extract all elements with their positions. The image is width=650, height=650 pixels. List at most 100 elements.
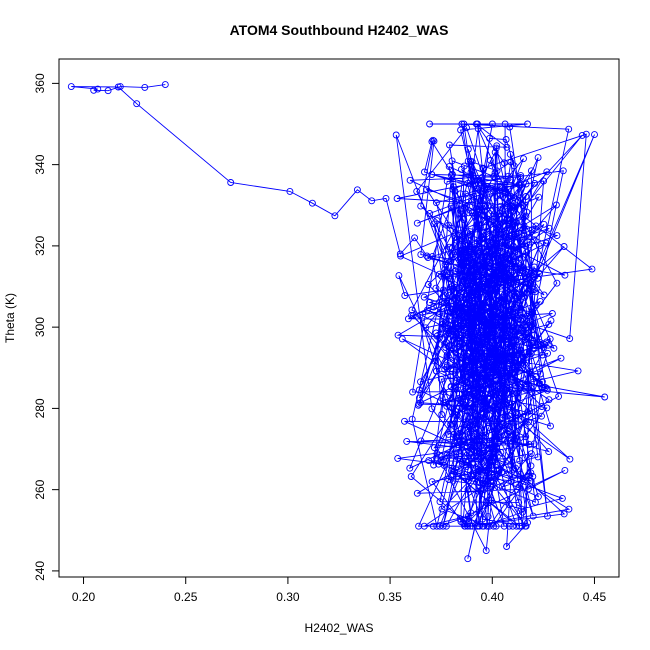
data-point [489, 447, 497, 455]
data-point [441, 261, 449, 268]
data-point [555, 392, 563, 400]
data-point [440, 462, 448, 469]
data-point [439, 320, 447, 328]
data-point [499, 455, 507, 463]
data-point [353, 186, 361, 194]
data-point [443, 177, 451, 185]
data-point [448, 306, 456, 313]
data-point [513, 522, 521, 530]
data-point [519, 314, 527, 322]
data-point [538, 412, 545, 420]
data-point [475, 221, 483, 229]
data-point [457, 210, 465, 218]
data-point [512, 382, 520, 389]
data-point [440, 388, 448, 396]
data-point [505, 522, 513, 530]
data-point [519, 352, 527, 360]
data-point [501, 120, 509, 128]
data-point [498, 215, 506, 223]
data-point [539, 351, 546, 359]
data-point [476, 479, 483, 487]
data-point [496, 313, 504, 321]
data-point [485, 322, 492, 330]
data-point [474, 125, 482, 133]
data-point [522, 433, 530, 441]
data-point [114, 83, 122, 91]
data-point [510, 162, 518, 170]
y-tick-label: 240 [33, 561, 47, 581]
data-point [527, 477, 535, 485]
data-point [513, 245, 521, 253]
data-point [480, 268, 488, 276]
data-point [464, 145, 472, 153]
data-point [513, 230, 521, 238]
data-point [493, 142, 501, 150]
x-tick-label: 0.25 [174, 590, 198, 604]
x-tick-label: 0.35 [378, 590, 402, 604]
y-axis-label: Theta (K) [3, 293, 17, 343]
data-point [527, 450, 535, 458]
data-point [444, 324, 452, 332]
data-point [463, 368, 471, 376]
data-point [443, 299, 451, 307]
data-point [445, 476, 453, 483]
data-point [428, 405, 436, 413]
data-point [546, 335, 554, 343]
data-point [457, 165, 465, 173]
data-point [472, 210, 480, 218]
data-point [507, 192, 514, 200]
data-point [443, 272, 450, 280]
data-point [488, 380, 496, 388]
data-point [467, 394, 475, 401]
data-point [436, 333, 444, 341]
data-point [525, 440, 533, 448]
data-point [484, 419, 492, 427]
data-point [473, 522, 481, 530]
data-point [464, 518, 472, 526]
data-point [448, 292, 456, 300]
data-point [457, 207, 465, 215]
data-point [463, 403, 471, 411]
data-point [478, 372, 486, 379]
data-point [566, 335, 574, 343]
data-point [453, 245, 461, 253]
data-point [459, 259, 467, 266]
data-point [533, 379, 541, 386]
data-point [482, 547, 490, 555]
data-point [469, 316, 476, 324]
data-point [520, 229, 528, 237]
data-point [560, 243, 568, 250]
data-point [445, 243, 453, 251]
data-point [502, 322, 510, 330]
data-point [479, 196, 487, 204]
data-point [417, 202, 425, 210]
data-point [591, 131, 598, 139]
data-point [483, 522, 491, 530]
data-point [133, 100, 141, 108]
data-point [498, 322, 506, 330]
data-point [417, 437, 425, 445]
data-point [423, 185, 430, 193]
data-point [526, 367, 534, 375]
data-point [429, 252, 437, 260]
data-point [540, 291, 548, 299]
data-point [407, 473, 415, 480]
data-point [408, 415, 416, 423]
data-point [447, 383, 455, 391]
data-point [543, 386, 551, 394]
data-point [440, 399, 448, 407]
data-point [443, 297, 451, 305]
data-point [487, 477, 495, 485]
data-point [488, 404, 496, 412]
data-point [545, 448, 553, 456]
data-point [481, 365, 489, 373]
data-point [424, 281, 432, 288]
data-point [468, 299, 476, 307]
data-point [508, 390, 516, 397]
data-point [466, 230, 474, 238]
data-point [393, 195, 401, 202]
data-point [430, 137, 438, 145]
data-point [545, 320, 553, 328]
data-point [480, 486, 488, 493]
